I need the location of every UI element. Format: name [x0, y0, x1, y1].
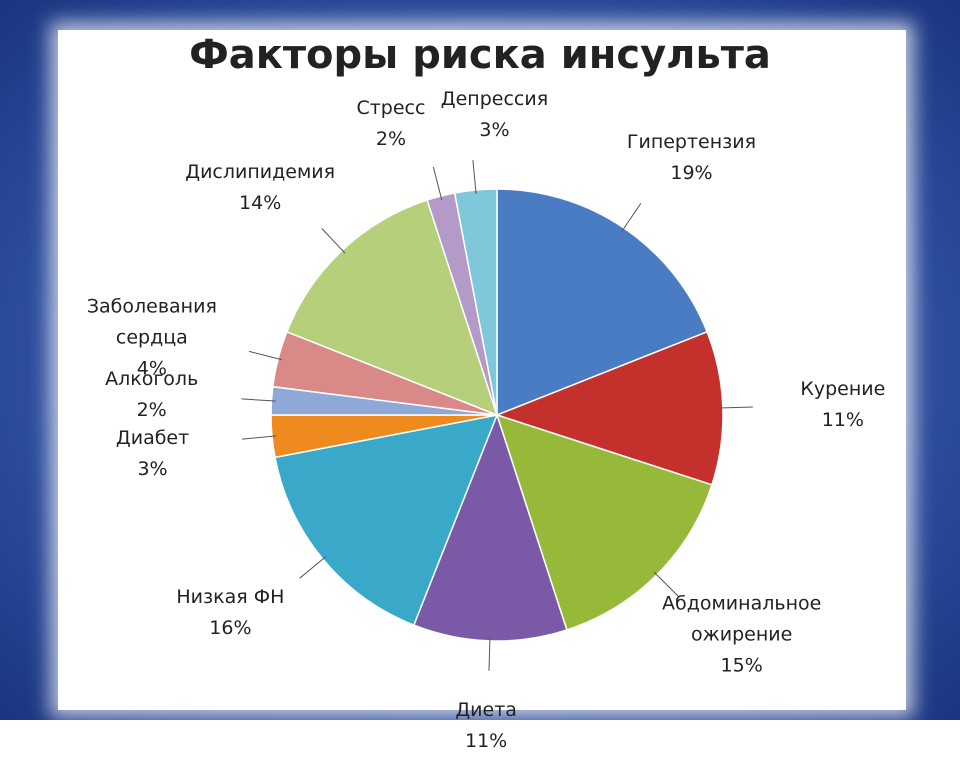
category-label: Диабет	[115, 427, 190, 450]
slice-label: Диабет 3%	[116, 423, 189, 485]
chart	[241, 160, 753, 671]
category-label: Низкая ФН	[176, 586, 285, 609]
value-label: 3%	[479, 119, 510, 142]
category-label: Диета	[455, 698, 517, 721]
category-label: Курение	[800, 378, 886, 401]
chart-title: Факторы риска инсульта	[189, 32, 771, 78]
leader-line	[621, 202, 642, 232]
slice-label: Гипертензия 19%	[627, 127, 756, 189]
value-label: 2%	[136, 399, 167, 422]
slice-label: Низкая ФН 16%	[176, 582, 284, 644]
category-label: Заболевания сердца	[86, 295, 217, 349]
leader-line	[321, 228, 346, 254]
leader-line	[432, 166, 443, 201]
leader-line	[299, 556, 327, 579]
value-label: 15%	[720, 654, 763, 677]
slice-label: Заболевания сердца 4%	[59, 291, 244, 384]
leader-line	[241, 398, 276, 402]
slice-label: Дислипидемия 14%	[185, 157, 335, 219]
leader-line	[472, 160, 477, 195]
category-label: Абдоминальное ожирение	[662, 592, 822, 646]
value-label: 11%	[821, 409, 864, 432]
slice-label: Абдоминальное ожирение 15%	[649, 588, 834, 681]
value-label: 2%	[375, 127, 407, 150]
slice-label: Депрессия 3%	[441, 84, 548, 146]
value-label: 19%	[670, 161, 713, 184]
leader-line	[248, 350, 283, 361]
value-label: 16%	[209, 617, 252, 640]
category-label: Дислипидемия	[185, 161, 336, 184]
value-label: 14%	[239, 192, 282, 215]
slice-label: Стресс 2%	[356, 93, 425, 155]
category-label: Алкоголь	[105, 368, 199, 391]
slice-label: Курение 11%	[800, 374, 885, 436]
value-label: 3%	[137, 458, 168, 481]
leader-line	[718, 406, 753, 409]
category-label: Стресс	[356, 96, 426, 119]
value-label: 11%	[465, 729, 508, 752]
category-label: Гипертензия	[626, 130, 757, 153]
leader-line	[653, 571, 679, 597]
slice-label: Алкоголь 2%	[105, 364, 198, 426]
leader-line	[242, 435, 277, 440]
leader-line	[488, 636, 491, 671]
value-label: 4%	[136, 357, 167, 380]
slice-label: Диета 11%	[455, 695, 517, 757]
category-label: Депрессия	[440, 88, 549, 111]
